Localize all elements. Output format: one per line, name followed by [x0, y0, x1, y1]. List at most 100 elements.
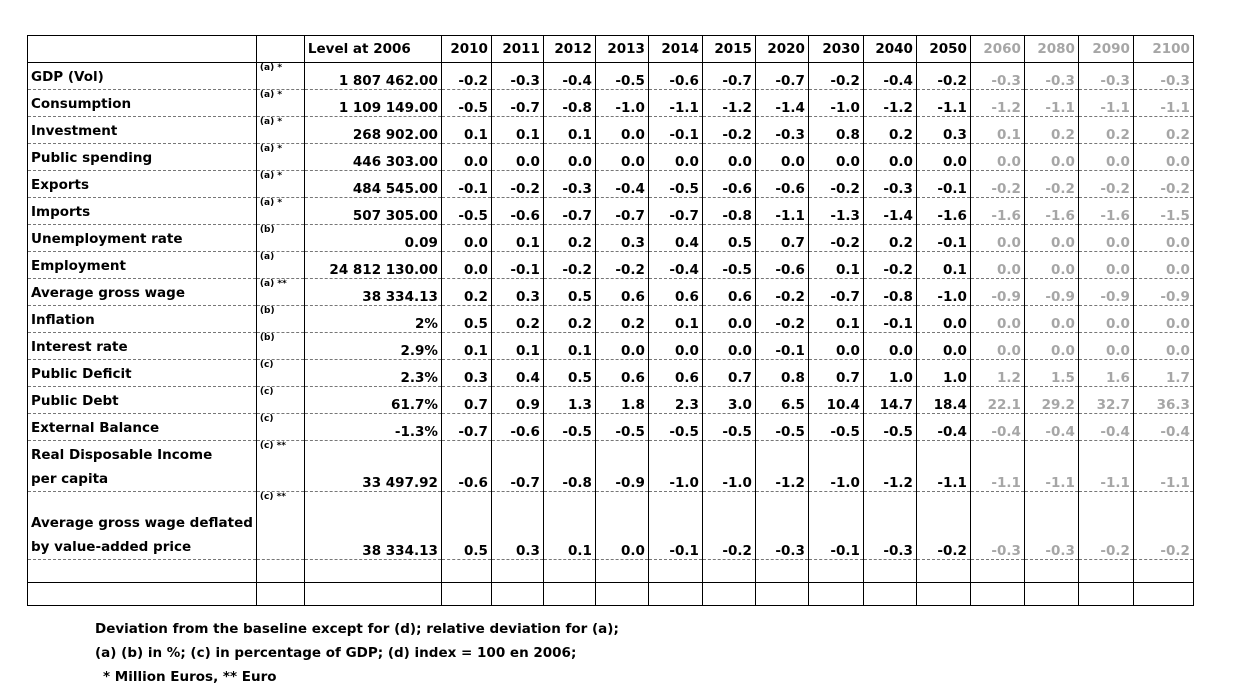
empty-cell: [915, 559, 971, 583]
row-value: -1.2: [862, 89, 917, 117]
empty-cell: [701, 559, 756, 583]
empty-cell: [1077, 559, 1134, 583]
empty-cell: [490, 582, 544, 606]
empty-cell: [594, 559, 649, 583]
row-value: 0.8: [807, 116, 864, 144]
row-value: -0.7: [701, 62, 756, 90]
row-value: 0.0: [1023, 224, 1079, 252]
row-value: 0.0: [440, 224, 492, 252]
empty-cell: [647, 582, 703, 606]
row-note: (a) *: [255, 143, 305, 171]
row-label: Exports: [27, 170, 257, 198]
row-value: -1.0: [807, 440, 864, 492]
row-label: Inflation: [27, 305, 257, 333]
empty-cell: [1132, 582, 1194, 606]
table-row: GDP (Vol) (a) * 1 807 462.00 -0.2 -0.3 -0.4 -0…: [27, 62, 1194, 90]
row-value: 0.5: [542, 359, 596, 387]
row-value: -1.0: [594, 89, 649, 117]
row-label: Consumption: [27, 89, 257, 117]
row-value: 0.5: [701, 224, 756, 252]
row-value: -0.9: [594, 440, 649, 492]
row-level: -1.3%: [303, 413, 442, 441]
row-value: -0.1: [647, 491, 703, 560]
footnote-deviation: Deviation from the baseline except for (…: [95, 621, 619, 637]
row-label: Average gross wage: [27, 278, 257, 306]
row-value: -1.1: [1077, 440, 1134, 492]
row-value: -0.5: [701, 251, 756, 279]
empty-cell: [969, 582, 1025, 606]
row-label: Average gross wage deflated by value-adde…: [27, 491, 257, 560]
row-value: 0.6: [647, 278, 703, 306]
row-value: 1.5: [1023, 359, 1079, 387]
row-label: Public spending: [27, 143, 257, 171]
row-value: 0.1: [542, 116, 596, 144]
row-value: -0.2: [1132, 491, 1194, 560]
row-value: 0.0: [647, 332, 703, 360]
row-value: -0.9: [969, 278, 1025, 306]
table-row: Public spending (a) * 446 303.00 0.0 0.0 0.0 0…: [27, 143, 1194, 171]
row-value: 0.0: [701, 143, 756, 171]
row-label: External Balance: [27, 413, 257, 441]
row-value: 0.0: [862, 332, 917, 360]
row-value: -1.1: [915, 440, 971, 492]
header-year: 2012: [542, 35, 596, 63]
row-value: 0.9: [490, 386, 544, 414]
row-value: 0.0: [1132, 224, 1194, 252]
header-year: 2013: [594, 35, 649, 63]
row-value: -1.1: [1077, 89, 1134, 117]
empty-cell: [754, 559, 809, 583]
row-level: 2.3%: [303, 359, 442, 387]
row-value: -1.0: [647, 440, 703, 492]
row-value: -0.4: [542, 62, 596, 90]
row-value: -0.3: [1132, 62, 1194, 90]
row-value: -0.3: [490, 62, 544, 90]
row-level: 2%: [303, 305, 442, 333]
row-value: 0.0: [807, 332, 864, 360]
row-value: -0.2: [490, 170, 544, 198]
row-value: 1.0: [862, 359, 917, 387]
row-value: -0.5: [594, 62, 649, 90]
row-value: 0.6: [594, 278, 649, 306]
row-value: -0.6: [754, 251, 809, 279]
empty-row: [27, 559, 1194, 583]
row-value: -0.2: [915, 491, 971, 560]
row-note: (b): [255, 305, 305, 333]
empty-cell: [303, 559, 442, 583]
row-value: -0.1: [754, 332, 809, 360]
row-value: -0.1: [440, 170, 492, 198]
row-value: 0.3: [594, 224, 649, 252]
empty-cell: [1132, 559, 1194, 583]
row-value: 0.2: [1077, 116, 1134, 144]
row-level: 446 303.00: [303, 143, 442, 171]
row-value: -1.1: [754, 197, 809, 225]
row-value: 0.3: [490, 278, 544, 306]
table-row: Exports (a) * 484 545.00 -0.1 -0.2 -0.3 -0.4 -0…: [27, 170, 1194, 198]
row-note: (c) **: [255, 440, 305, 492]
table-row: Unemployment rate (b) 0.09 0.0 0.1 0.2 0.3 0.4 0…: [27, 224, 1194, 252]
row-value: 0.1: [440, 332, 492, 360]
row-value: 0.0: [1132, 251, 1194, 279]
row-level: 507 305.00: [303, 197, 442, 225]
row-value: -0.7: [647, 197, 703, 225]
table-row: Public Debt (c) 61.7% 0.7 0.9 1.3 1.8 2.3 3.0 6.5…: [27, 386, 1194, 414]
row-value: 0.0: [915, 305, 971, 333]
empty-cell: [594, 582, 649, 606]
row-value: -0.1: [490, 251, 544, 279]
table-row: Average gross wage (a) ** 38 334.13 0.2 0.3 0…: [27, 278, 1194, 306]
row-value: 2.3: [647, 386, 703, 414]
row-value: 10.4: [807, 386, 864, 414]
row-value: -0.1: [915, 224, 971, 252]
row-value: -0.3: [754, 116, 809, 144]
row-value: -1.0: [701, 440, 756, 492]
empty-cell: [27, 582, 257, 606]
empty-cell: [754, 582, 809, 606]
row-value: -0.2: [1077, 491, 1134, 560]
empty-cell: [255, 582, 305, 606]
row-value: 0.3: [915, 116, 971, 144]
header-year: 2050: [915, 35, 971, 63]
row-value: 0.0: [754, 143, 809, 171]
row-value: -1.6: [1077, 197, 1134, 225]
row-value: 0.0: [701, 305, 756, 333]
row-value: -0.2: [542, 251, 596, 279]
empty-cell: [862, 582, 917, 606]
